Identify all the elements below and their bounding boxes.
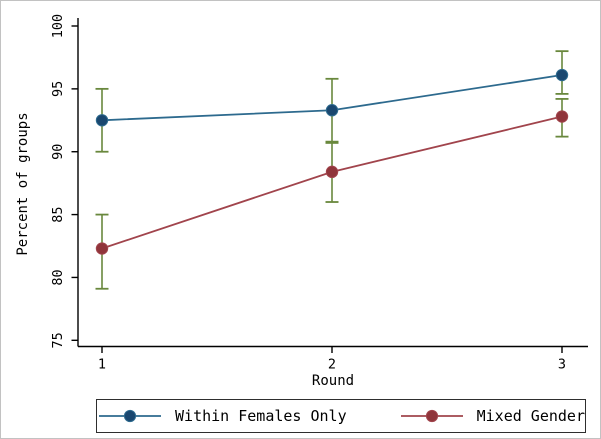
y-tick-label: 85: [50, 206, 66, 222]
data-point-marker: [555, 110, 569, 123]
x-axis-title: Round: [311, 373, 355, 389]
legend-sample-line-0: [99, 409, 162, 423]
data-point-marker: [325, 104, 339, 117]
y-tick-label: 100: [50, 14, 66, 38]
data-point-marker: [325, 165, 339, 179]
y-tick-label: 90: [50, 144, 66, 160]
y-tick-label: 80: [50, 269, 66, 285]
legend-label-mixed-gender: Mixed Gender: [476, 407, 585, 425]
y-tick-label: 95: [50, 81, 66, 97]
legend-item-within-females-only: Within Females Only: [97, 407, 347, 425]
x-tick-label: 2: [328, 357, 336, 373]
data-point-marker: [555, 68, 569, 82]
data-point-marker: [95, 242, 109, 255]
x-tick-label: 1: [98, 357, 106, 373]
x-tick-label: 3: [558, 357, 566, 373]
data-point-marker: [95, 114, 109, 127]
legend-label-within-females-only: Within Females Only: [175, 407, 347, 425]
legend: Within Females Only Mixed Gender: [96, 399, 586, 433]
legend-item-mixed-gender: Mixed Gender: [399, 407, 585, 425]
y-axis-title: Percent of groups: [15, 112, 31, 256]
legend-sample-line-1: [400, 409, 463, 423]
y-tick-label: 75: [50, 332, 66, 348]
